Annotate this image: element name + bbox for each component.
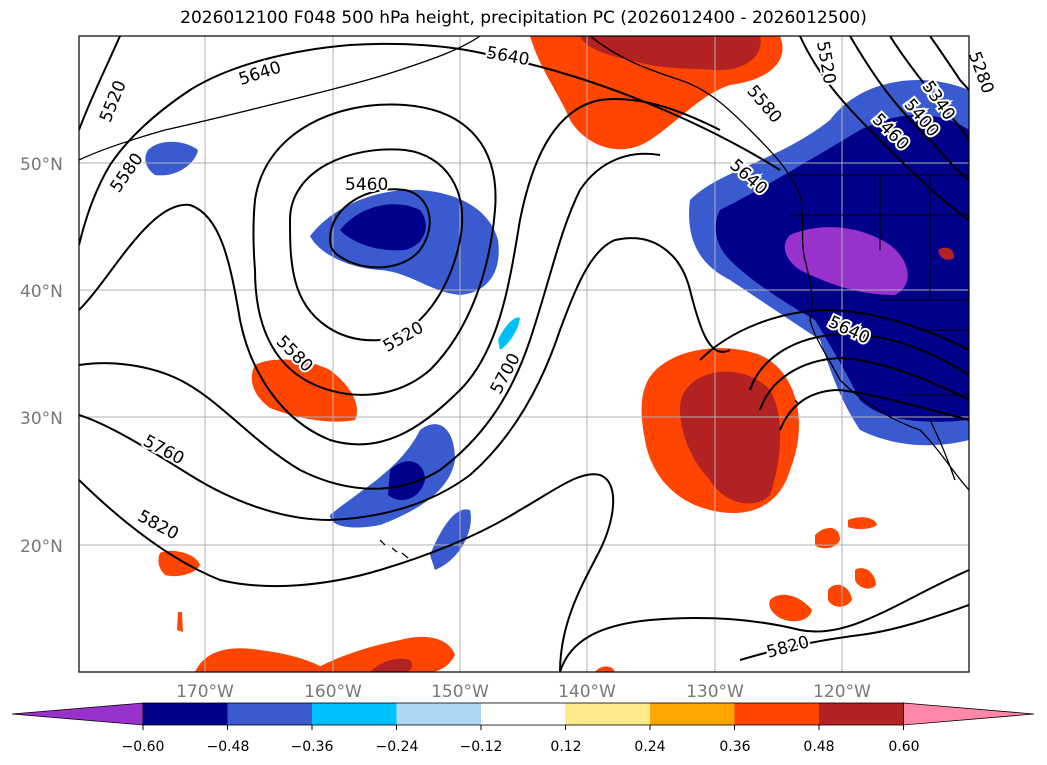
hawaii-islands	[379, 539, 409, 559]
contour-5820-west	[79, 473, 615, 672]
small-warm-patch-1	[158, 550, 200, 577]
colorbar-segment	[396, 703, 482, 725]
contour-5640-east	[749, 333, 969, 391]
colorbar-segment	[565, 703, 651, 725]
plot-frame	[78, 35, 970, 673]
contour-5640-north	[79, 42, 781, 246]
colorbar-tick-label: −0.60	[122, 739, 165, 755]
colorbar-segment	[481, 703, 566, 725]
colorbar-tick-label: −0.36	[291, 739, 334, 755]
map-title: 2026012100 F048 500 hPa height, precipit…	[180, 8, 867, 28]
small-warm-patch-5	[828, 584, 852, 607]
colorbar-tick-label: 0.48	[803, 739, 834, 755]
contour-5580-east	[759, 356, 969, 411]
height-contours	[79, 36, 969, 672]
lat-label-30n: 30°N	[20, 409, 63, 429]
colorbar-tick-label: −0.12	[460, 739, 503, 755]
north-america-coastline	[589, 36, 969, 491]
contour-5820-se	[739, 604, 969, 661]
state-borders	[790, 174, 969, 396]
small-warm-patch-3	[815, 528, 840, 549]
small-warm-patch-8	[177, 612, 183, 632]
contour-5520-low	[288, 148, 464, 342]
contour-5400-ne	[889, 36, 969, 141]
contour-5520-nw	[79, 36, 121, 131]
latitude-labels: 50°N 40°N 30°N 20°N	[20, 155, 63, 557]
contour-5820-south	[559, 569, 969, 672]
south-precip-area-2	[310, 636, 455, 672]
positive-precip-shading	[158, 36, 955, 672]
colorbar-tick-label: −0.24	[376, 739, 419, 755]
small-precip-patch	[498, 317, 520, 350]
contour-5460-ne	[849, 36, 969, 181]
small-warm-patch-6	[855, 568, 876, 589]
aleutian-coastline	[79, 36, 481, 161]
gulf-alaska-precip-core	[580, 36, 761, 71]
colorbar-tick-label: 0.12	[550, 739, 581, 755]
colorbar-tick-label: 0.60	[888, 739, 919, 755]
small-warm-patch-4	[848, 517, 877, 530]
lon-label-170w: 170°W	[176, 682, 234, 702]
colorbar-tick-label: 0.24	[634, 739, 665, 755]
lon-label-130w: 130°W	[686, 682, 744, 702]
colorbar	[11, 702, 1035, 730]
small-warm-patch-2	[769, 594, 812, 622]
colorbar-tick-label: 0.36	[719, 739, 750, 755]
hawaii-precip-area	[430, 509, 471, 570]
aleutian-precip-area	[145, 141, 198, 176]
cutoff-low-precip-core	[680, 371, 781, 504]
colorbar-tick-label: −0.48	[207, 739, 250, 755]
contour-5520-ne	[799, 36, 969, 221]
trough-precip-core	[388, 461, 425, 500]
longitude-labels: 170°W 160°W 150°W 140°W 130°W 120°W	[176, 682, 871, 702]
lon-label-160w: 160°W	[304, 682, 362, 702]
coastlines	[79, 36, 969, 559]
colorbar-extend-low	[11, 702, 144, 726]
colorbar-segment	[650, 703, 735, 725]
contour-5700-east	[699, 308, 969, 361]
lat-label-40n: 40°N	[20, 282, 63, 302]
colorbar-segment	[227, 703, 313, 725]
contour-5340-ne	[929, 36, 969, 91]
colorbar-outline	[142, 702, 904, 726]
colorbar-segment	[734, 703, 820, 725]
south-precip-area-1	[195, 648, 330, 672]
nw-us-precip-peak	[784, 227, 908, 295]
lat-label-20n: 20°N	[20, 537, 63, 557]
contour-label: 5460	[345, 175, 388, 195]
colorbar-segment	[312, 703, 397, 725]
contour-5460	[328, 188, 431, 269]
contour-5580-low	[252, 103, 497, 396]
small-warm-patch-9	[595, 666, 615, 672]
lon-label-150w: 150°W	[431, 682, 489, 702]
colorbar-extend-high	[903, 702, 1035, 726]
colorbar-segment	[819, 703, 904, 725]
south-precip-core	[370, 658, 413, 672]
contour-5760	[79, 237, 731, 522]
colorbar-segment	[143, 703, 228, 725]
small-warm-patch-7	[938, 247, 955, 260]
low-center-precip-core	[340, 204, 426, 251]
contour-5520-east	[779, 388, 969, 431]
lat-label-50n: 50°N	[20, 155, 63, 175]
lon-label-120w: 120°W	[813, 682, 871, 702]
contour-5700	[79, 152, 661, 490]
graticule	[79, 36, 969, 672]
lon-label-140w: 140°W	[558, 682, 616, 702]
baja-coastline	[929, 419, 956, 481]
colorbar-labels: −0.60 −0.48 −0.36 −0.24 −0.12 0.12 0.24 …	[122, 739, 920, 755]
mid-pacific-precip-area	[251, 359, 358, 422]
contour-5640-main	[79, 98, 721, 446]
